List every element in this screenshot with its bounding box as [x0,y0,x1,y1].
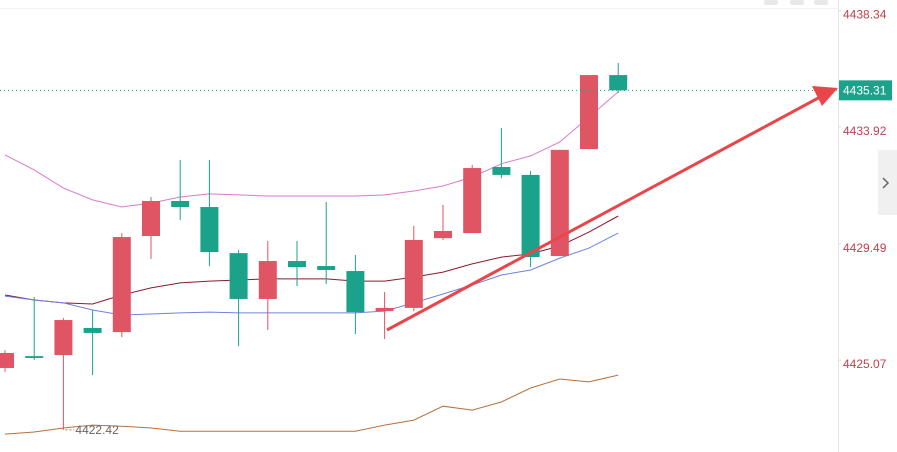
y-tick-label: 4433.92 [843,124,887,138]
moving-average-line [4,91,619,208]
moving-average-line [4,215,619,305]
candle-body [142,200,160,237]
candle-body [404,239,423,308]
moving-average-line [4,232,619,316]
toolbar-icon[interactable] [764,0,778,5]
candle-body [550,149,569,257]
candle-body [317,266,336,270]
candle-body [0,352,14,368]
candle-body [288,261,306,268]
candle-body [54,320,73,356]
toolbar-icon[interactable] [790,0,804,5]
candle-body [375,307,394,312]
candle-body [171,200,190,208]
moving-average-line [4,374,619,435]
candle-body [434,231,452,239]
low-marker-label: 4422.42 [75,423,119,437]
plot-area [0,62,838,435]
chevron-icon [882,177,890,189]
y-tick-label: 4438.34 [843,8,887,22]
annotation-arrow [386,94,823,332]
toolbar-icon[interactable] [814,0,828,5]
last-price-box [839,80,892,101]
y-tick-label: 4425.07 [843,357,887,371]
candle-body [200,207,219,253]
candle-body [258,261,277,299]
arrow-head [812,86,838,106]
candle-body [229,253,248,299]
candle-body [609,75,628,91]
candle-body [463,168,482,234]
y-tick-label: 4429.49 [843,241,887,255]
candle-body [521,174,540,258]
candle-body [25,356,44,358]
candle-body [492,166,511,175]
candle-body [112,237,131,333]
candle-body [346,271,365,313]
candle-body [580,75,598,150]
last-price-label: 4435.31 [843,84,887,98]
candle-body [83,327,102,333]
